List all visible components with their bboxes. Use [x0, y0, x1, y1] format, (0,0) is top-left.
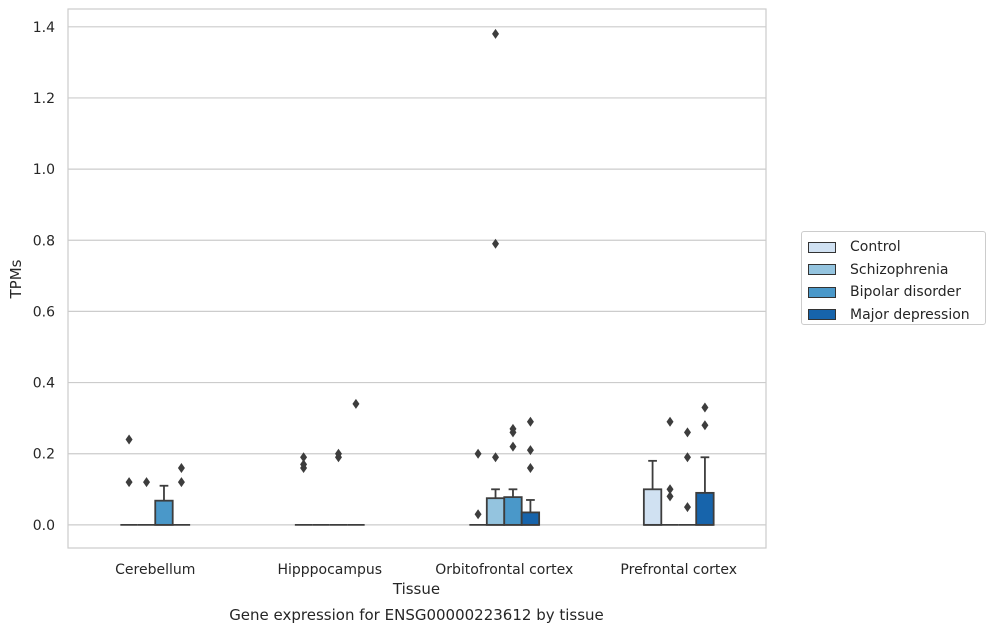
box [642, 488, 663, 526]
y-tick-label: 0.0 [33, 518, 55, 534]
grid-lines [68, 26, 766, 526]
outlier-point [701, 420, 709, 431]
box [154, 499, 174, 526]
box [520, 511, 541, 526]
x-tick-label: Cerebellum [115, 562, 195, 578]
legend-swatch [808, 309, 836, 321]
legend-item: Major depression [808, 304, 985, 327]
legend-label: Control [850, 239, 901, 256]
outlier-point [300, 452, 308, 463]
y-tick-label: 0.8 [33, 233, 55, 249]
outlier-point [125, 434, 133, 445]
box-control [120, 434, 138, 526]
chart-caption: Gene expression for ENSG00000223612 by t… [229, 606, 604, 624]
box [485, 497, 506, 526]
outlier-point [683, 452, 691, 463]
box-schizophrenia [485, 28, 506, 526]
outlier-point [125, 477, 133, 488]
y-tick-label: 1.2 [33, 91, 55, 107]
box-major-depression [347, 398, 365, 526]
x-tick-label: Hipppocampus [277, 562, 382, 578]
y-tick-label: 0.2 [33, 447, 55, 463]
legend-item: Schizophrenia [808, 259, 985, 282]
legend: Control Schizophrenia Bipolar disorder Majo… [801, 231, 986, 325]
box-bipolar-disorder [678, 427, 697, 526]
x-axis-label: Tissue [392, 580, 440, 598]
legend-swatch [808, 286, 836, 298]
outlier-point [526, 445, 534, 456]
outlier-point [666, 416, 674, 427]
outlier-point [474, 509, 482, 520]
outlier-point [352, 398, 360, 409]
box-control [294, 452, 313, 526]
box-bipolar-disorder [154, 484, 174, 526]
legend-swatch [808, 264, 836, 276]
legend-label: Schizophrenia [850, 261, 949, 278]
box-major-depression [172, 462, 191, 526]
box [695, 491, 715, 526]
outlier-point [683, 502, 691, 513]
outlier-point [492, 238, 500, 249]
box-major-depression [520, 416, 541, 526]
outlier-point [143, 477, 151, 488]
outlier-point [509, 423, 517, 434]
outlier-point [666, 484, 674, 495]
outlier-point [509, 441, 517, 452]
x-tick-label: Orbitofrontal cortex [435, 562, 573, 578]
outlier-point [300, 459, 308, 470]
legend-label: Bipolar disorder [850, 284, 962, 301]
y-tick-label: 1.0 [33, 162, 55, 178]
outlier-point [474, 448, 482, 459]
box-schizophrenia [137, 477, 156, 526]
outlier-point [492, 452, 500, 463]
outlier-point [701, 402, 709, 413]
outlier-point [177, 462, 185, 473]
y-axis-label: TPMs [7, 259, 25, 299]
outlier-point [683, 427, 691, 438]
outlier-point [492, 28, 500, 39]
outlier-point [334, 448, 342, 459]
legend-item: Control [808, 236, 985, 259]
x-tick-labels: Cerebellum Hipppocampus Orbitofrontal cort… [115, 562, 737, 578]
y-tick-label: 0.6 [33, 304, 55, 320]
outlier-point [526, 462, 534, 473]
outlier-point [177, 477, 185, 488]
box-bipolar-disorder [329, 448, 348, 526]
y-tick-labels: 0.0 0.2 0.4 0.6 0.8 1.0 1.2 1.4 [33, 20, 55, 534]
box-schizophrenia [661, 416, 679, 526]
box-series [120, 28, 715, 526]
box-major-depression [695, 402, 715, 526]
outlier-point [666, 491, 674, 502]
legend-label: Major depression [850, 306, 970, 323]
outlier-point [526, 416, 534, 427]
y-tick-label: 0.4 [33, 376, 55, 392]
plot-area-frame [67, 8, 767, 549]
box [503, 496, 523, 526]
x-tick-label: Prefrontal cortex [620, 562, 737, 578]
box-bipolar-disorder [503, 423, 523, 526]
y-tick-label: 1.4 [33, 20, 55, 36]
box-control [469, 448, 487, 526]
legend-item: Bipolar disorder [808, 281, 985, 304]
box-control [642, 459, 663, 526]
legend-swatch [808, 241, 836, 253]
